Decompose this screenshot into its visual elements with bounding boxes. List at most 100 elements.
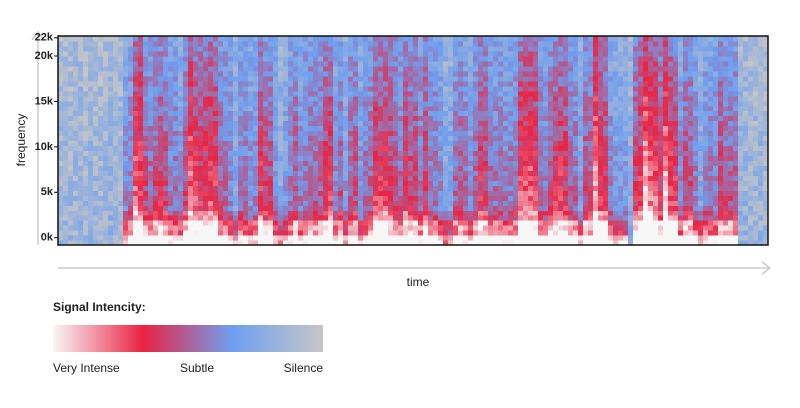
spectrogram-cell — [223, 45, 229, 52]
spectrogram-cell — [328, 70, 334, 77]
spectrogram-cell — [233, 170, 239, 176]
spectrogram-cell — [118, 80, 124, 87]
spectrogram-cell — [648, 115, 654, 122]
spectrogram-cell — [233, 125, 239, 132]
spectrogram-cell — [628, 100, 634, 107]
spectrogram-cell — [108, 80, 114, 87]
spectrogram-cell — [358, 45, 364, 52]
spectrogram-cell — [98, 190, 104, 196]
spectrogram-cell — [403, 230, 409, 236]
spectrogram-cell — [208, 50, 214, 57]
spectrogram-cell — [298, 75, 304, 82]
spectrogram-cell — [618, 80, 624, 87]
spectrogram-cell — [103, 140, 109, 147]
spectrogram-cell — [608, 95, 614, 102]
spectrogram-cell — [553, 45, 559, 52]
spectrogram-cell — [593, 170, 599, 176]
spectrogram-cell — [73, 190, 79, 196]
spectrogram-cell — [308, 105, 314, 112]
spectrogram-cell — [213, 155, 219, 162]
spectrogram-cell — [483, 225, 489, 231]
spectrogram-cell — [408, 140, 414, 147]
spectrogram-cell — [383, 145, 389, 152]
spectrogram-cell — [333, 215, 339, 221]
spectrogram-cell — [253, 185, 259, 191]
spectrogram-cell — [283, 155, 289, 162]
spectrogram-cell — [178, 195, 184, 201]
spectrogram-cell — [558, 60, 564, 67]
spectrogram-cell — [373, 210, 379, 216]
spectrogram-cell — [593, 65, 599, 72]
spectrogram-cell — [63, 105, 69, 112]
spectrogram-cell — [193, 110, 199, 117]
spectrogram-cell — [583, 115, 589, 122]
spectrogram-cell — [383, 215, 389, 221]
spectrogram-cell — [598, 165, 604, 171]
spectrogram-cell — [338, 65, 344, 72]
spectrogram-cell — [583, 70, 589, 77]
spectrogram-cell — [578, 95, 584, 102]
spectrogram-cell — [563, 200, 569, 206]
spectrogram-cell — [143, 220, 149, 226]
spectrogram-cell — [408, 190, 414, 196]
spectrogram-cell — [333, 235, 339, 241]
spectrogram-cell — [118, 120, 124, 127]
spectrogram-cell — [403, 160, 409, 166]
spectrogram-cell — [338, 180, 344, 186]
spectrogram-cell — [293, 145, 299, 152]
spectrogram-cell — [348, 160, 354, 166]
spectrogram-cell — [458, 175, 464, 181]
spectrogram-cell — [283, 140, 289, 147]
spectrogram-cell — [288, 140, 294, 147]
spectrogram-cell — [303, 200, 309, 206]
spectrogram-cell — [303, 215, 309, 221]
spectrogram-cell — [248, 85, 254, 92]
spectrogram-cell — [118, 195, 124, 201]
spectrogram-cell — [403, 225, 409, 231]
spectrogram-cell — [98, 70, 104, 77]
spectrogram-cell — [63, 135, 69, 142]
spectrogram-cell — [183, 140, 189, 147]
spectrogram-cell — [333, 120, 339, 127]
spectrogram-cell — [403, 36, 409, 42]
spectrogram-cell — [178, 200, 184, 206]
spectrogram-cell — [513, 210, 519, 216]
spectrogram-cell — [178, 150, 184, 157]
spectrogram-cell — [488, 85, 494, 92]
spectrogram-cell — [648, 165, 654, 171]
spectrogram-cell — [153, 85, 159, 92]
spectrogram-cell — [113, 180, 119, 186]
spectrogram-cell — [88, 155, 94, 162]
spectrogram-cell — [143, 160, 149, 166]
spectrogram-cell — [268, 175, 274, 181]
spectrogram-cell — [378, 95, 384, 102]
spectrogram-cell — [158, 125, 164, 132]
spectrogram-cell — [168, 140, 174, 147]
spectrogram-cell — [493, 205, 499, 211]
spectrogram-cell — [408, 75, 414, 82]
spectrogram-cell — [318, 55, 324, 62]
spectrogram-cell — [488, 50, 494, 57]
spectrogram-cell — [498, 65, 504, 72]
spectrogram-cell — [578, 45, 584, 52]
spectrogram-cell — [353, 65, 359, 72]
spectrogram-cell — [103, 170, 109, 176]
spectrogram-cell — [618, 125, 624, 132]
spectrogram-cell — [628, 175, 634, 181]
spectrogram-cell — [243, 170, 249, 176]
spectrogram-cell — [148, 55, 154, 62]
spectrogram-cell — [378, 190, 384, 196]
spectrogram-cell — [83, 160, 89, 166]
spectrogram-cell — [58, 130, 64, 137]
spectrogram-cell — [553, 200, 559, 206]
spectrogram-cell — [273, 210, 279, 216]
spectrogram-cell — [203, 220, 209, 226]
spectrogram-cell — [443, 195, 449, 201]
spectrogram-cell — [273, 95, 279, 102]
spectrogram-cell — [473, 240, 479, 246]
spectrogram-cell — [138, 110, 144, 117]
spectrogram-cell — [178, 210, 184, 216]
spectrogram-cell — [263, 230, 269, 236]
spectrogram-cell — [103, 120, 109, 127]
spectrogram-cell — [518, 225, 524, 231]
